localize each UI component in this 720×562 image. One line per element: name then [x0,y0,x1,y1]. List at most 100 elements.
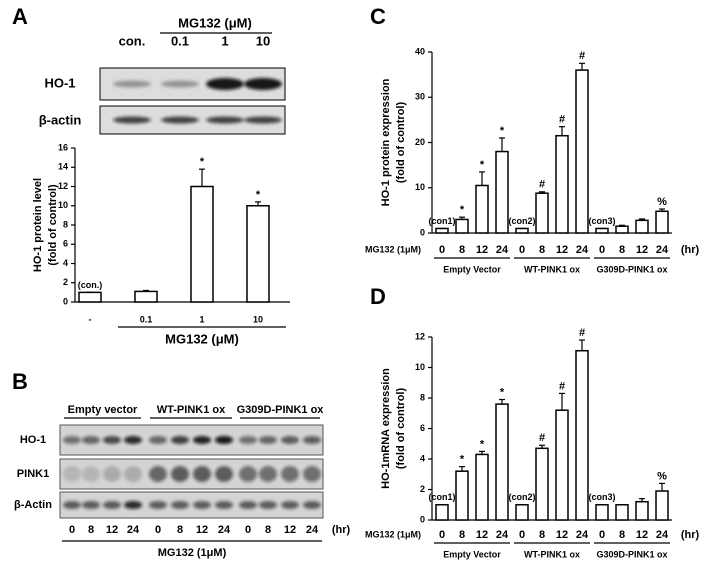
treatment-label: MG132 (1μM) [158,547,227,559]
band [206,78,244,90]
bar [495,150,509,234]
group-label: G309D-PINK1 ox [596,549,667,559]
x-tick-label: 12 [476,529,488,541]
group-label: Empty vector [68,404,138,416]
bar [495,403,509,521]
x-tick-label: 8 [459,529,465,541]
group-label: WT-PINK1 ox [524,549,580,559]
band [124,466,142,482]
band [303,436,321,444]
x-unit: (hr) [681,529,700,541]
bar [515,227,529,234]
bar [575,349,589,521]
row-label: β-actin [39,112,82,127]
bar [615,225,629,234]
band [239,466,257,482]
band [113,80,151,88]
bar [595,227,609,234]
x-tick-label: 8 [539,529,545,541]
annotation: # [579,50,585,62]
annotation: * [200,156,205,168]
x-tick-label: 24 [576,244,589,256]
y-tick-label: 2 [420,484,425,494]
y-tick-label: 10 [415,182,425,192]
band [303,466,321,482]
band [193,501,211,509]
lane-label: con. [119,33,146,48]
y-tick-label: 20 [415,137,425,147]
x-tick-label: 12 [636,529,648,541]
lane-label: 24 [218,524,231,536]
annotation: * [480,159,485,171]
x-prefix: MG132 (1μM) [365,244,421,254]
band [171,501,189,509]
band [82,466,100,482]
band [259,466,277,482]
bar [515,504,529,521]
annotation: (con2) [509,492,536,502]
bar [246,205,270,303]
bar [435,227,449,234]
y-tick-label: 10 [58,200,68,210]
band [206,116,244,124]
band [239,436,257,444]
lane-label: 1 [221,33,228,48]
y-axis-label: (fold of control) [395,102,407,184]
bar [635,500,649,521]
band [149,501,167,509]
x-tick-label: 10 [253,314,263,324]
bar [635,219,649,234]
y-tick-label: 0 [63,296,68,306]
x-tick-label: 0 [519,244,525,256]
band [215,436,233,444]
group-label: Empty Vector [443,549,501,559]
row-label: HO-1 [44,75,75,90]
x-tick-label: 12 [476,244,488,256]
group-label: G309D-PINK1 ox [237,404,325,416]
band [149,466,167,482]
x-tick-label: 24 [656,244,669,256]
band [303,501,321,509]
unit-label: (hr) [332,524,351,536]
lane-label: 24 [306,524,319,536]
y-axis-label: HO-1 protein level [32,178,44,272]
row-label: HO-1 [20,434,46,446]
x-tick-label: 8 [459,244,465,256]
lane-label: 0 [155,524,161,536]
panel-label: A [12,4,28,29]
row-label: PINK1 [17,468,49,480]
band [259,436,277,444]
lane-label: 8 [265,524,271,536]
row-label: β-Actin [14,499,52,511]
band [161,80,199,88]
x-tick-label: 12 [556,529,568,541]
band [113,116,151,124]
annotation: (con1) [429,492,456,502]
lane-label: 0 [69,524,75,536]
y-tick-label: 4 [420,453,425,463]
band [124,501,142,509]
band [215,466,233,482]
bar [535,447,549,521]
panel-label: B [12,369,28,394]
annotation: # [579,327,585,339]
group-label: Empty Vector [443,264,501,274]
lane-label: 0.1 [171,33,189,48]
x-tick-label: 0 [599,244,605,256]
x-tick-label: 0 [599,529,605,541]
bar [555,134,569,234]
band [244,116,282,124]
annotation: # [559,380,565,392]
bar [190,185,214,303]
y-tick-label: 6 [63,239,68,249]
panel-label: C [370,4,386,29]
y-tick-label: 14 [58,162,68,172]
band [103,466,121,482]
annotation: * [500,386,505,398]
y-axis-label: (fold of control) [47,184,59,266]
panel-label: D [370,284,386,309]
y-tick-label: 30 [415,92,425,102]
group-label: WT-PINK1 ox [524,264,580,274]
x-tick-label: 24 [576,529,589,541]
